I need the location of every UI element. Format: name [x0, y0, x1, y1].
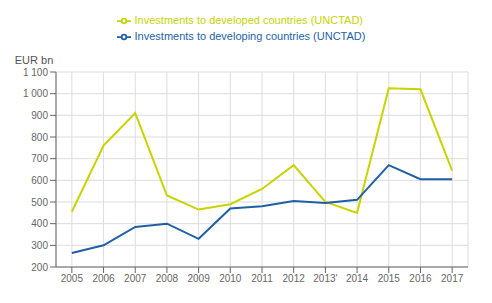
- svg-text:2013': 2013': [313, 273, 337, 284]
- svg-text:2005: 2005: [61, 273, 84, 284]
- html-text:Investments to developing coun: Investments to developing countries (UNC…: [134, 30, 366, 43]
- svg-text:2016: 2016: [409, 273, 432, 284]
- svg-text:EUR bn: EUR bn: [15, 54, 54, 66]
- svg-text:900: 900: [31, 110, 48, 121]
- svg-text:2007: 2007: [124, 273, 147, 284]
- svg-text:1 000: 1 000: [23, 88, 48, 99]
- svg-text:2014: 2014: [346, 273, 369, 284]
- svg-text:600: 600: [31, 175, 48, 186]
- svg-text:2015: 2015: [378, 273, 401, 284]
- svg-text:2011: 2011: [251, 273, 273, 284]
- svg-text:2006: 2006: [92, 273, 115, 284]
- svg-text:2017: 2017: [441, 273, 464, 284]
- svg-text:2009: 2009: [187, 273, 210, 284]
- svg-text:300: 300: [31, 240, 48, 251]
- svg-text:700: 700: [31, 153, 48, 164]
- html-text:Investments to developed count: Investments to developed countries (UNCT…: [134, 14, 363, 26]
- svg-text:500: 500: [31, 197, 48, 208]
- svg-text:2010: 2010: [219, 273, 242, 284]
- svg-text:200: 200: [31, 262, 48, 273]
- svg-text:400: 400: [31, 218, 48, 229]
- svg-text:800: 800: [31, 132, 48, 143]
- svg-text:2012: 2012: [283, 273, 306, 284]
- svg-text:2008: 2008: [156, 273, 179, 284]
- svg-text:1 100: 1 100: [23, 67, 48, 78]
